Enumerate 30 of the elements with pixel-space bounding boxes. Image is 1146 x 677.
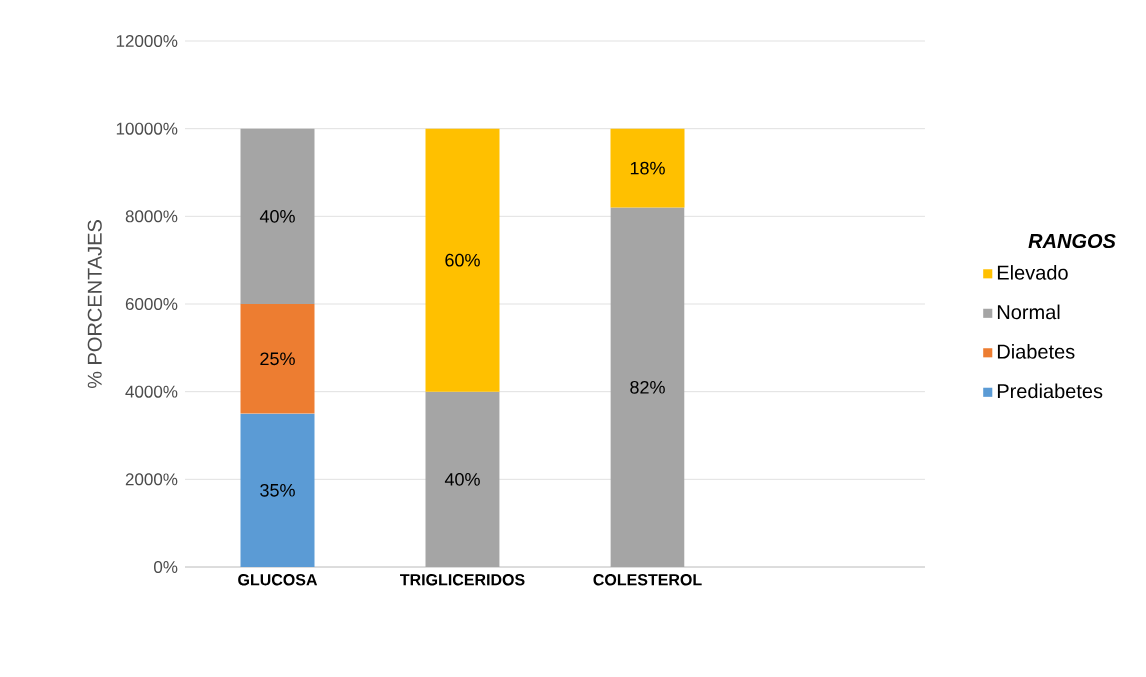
y-tick-label: 6000% xyxy=(125,298,178,311)
bar xyxy=(425,128,500,392)
x-tick-label: COLESTEROL xyxy=(593,574,702,586)
legend-label: Elevado xyxy=(997,265,1068,280)
data-label: 35% xyxy=(260,483,295,497)
y-tick-label: 10000% xyxy=(116,122,178,135)
y-tick-label: 2000% xyxy=(125,473,178,486)
x-tick-label: GLUCOSA xyxy=(238,574,318,586)
data-label: 18% xyxy=(630,161,665,175)
legend-title: RANGOS xyxy=(1028,233,1116,249)
y-axis-title: % PORCENTAJES xyxy=(87,220,102,389)
bar xyxy=(425,391,500,567)
data-label: 40% xyxy=(444,472,480,486)
x-tick-label: TRIGLICERIDOS xyxy=(400,574,525,586)
bar xyxy=(240,413,315,567)
y-tick-label: 8000% xyxy=(125,210,178,223)
bar xyxy=(240,304,315,414)
legend-label: Diabetes xyxy=(997,344,1075,359)
bar xyxy=(610,207,685,567)
data-label: 82% xyxy=(630,380,665,394)
data-label: 60% xyxy=(445,253,480,267)
y-tick-label: 12000% xyxy=(116,35,178,48)
legend-label: Prediabetes xyxy=(997,383,1103,399)
data-label: 40% xyxy=(259,209,295,223)
y-tick-label: 0% xyxy=(154,561,178,574)
legend-label: Normal xyxy=(997,304,1060,320)
bar xyxy=(610,128,685,208)
bar xyxy=(240,128,315,304)
y-tick-label: 4000% xyxy=(125,385,178,398)
data-label: 25% xyxy=(260,352,295,366)
